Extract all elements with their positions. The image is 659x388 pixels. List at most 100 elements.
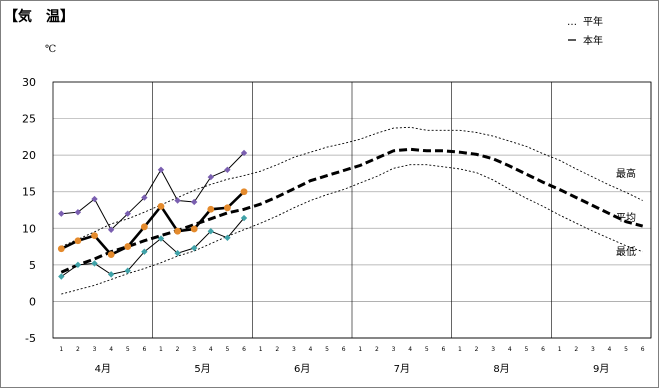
x-tick-label: 4 <box>109 346 113 353</box>
current-max-point <box>107 226 115 233</box>
current-mean-point <box>174 227 181 235</box>
current-min-point <box>74 261 82 269</box>
x-tick-label: 5 <box>325 346 329 353</box>
x-tick-label: 5 <box>525 346 529 353</box>
current-min-point <box>141 248 148 255</box>
legend-current-label: 本年 <box>583 34 603 47</box>
current-mean-point <box>224 204 231 212</box>
x-axis-ticks: 1 2 3 4 5 6 1 2 3 4 5 6 1 2 3 4 5 6 1 2 3 4 5 6 1 2 3 4 5 6 1 2 3 4 5 6 4月 5月… <box>59 346 645 375</box>
x-tick-label: 4 <box>608 346 612 353</box>
current-max-point <box>58 210 65 217</box>
month-label: 4月 <box>95 363 111 375</box>
current-mean-point <box>57 245 65 253</box>
x-tick-label: 3 <box>591 346 595 353</box>
current-min-point <box>174 249 181 257</box>
x-tick-label: 2 <box>275 346 279 353</box>
markers <box>57 149 248 280</box>
current-max-line <box>61 152 245 231</box>
x-tick-label: 5 <box>425 346 429 353</box>
normal-mean-line <box>60 147 644 274</box>
annotation-min: 最低 <box>616 245 636 258</box>
x-tick-label: 2 <box>475 346 479 353</box>
month-label: 6月 <box>294 363 310 375</box>
current-mean-point <box>157 202 165 210</box>
y-axis-ticks: -5 0 5 10 15 20 25 30 <box>22 76 36 345</box>
x-tick-label: 1 <box>458 346 462 353</box>
x-tick-label: 2 <box>574 346 578 353</box>
x-tick-label: 6 <box>242 346 246 353</box>
x-tick-label: 1 <box>558 346 562 353</box>
x-tick-label: 1 <box>358 346 362 353</box>
y-tick-label: 0 <box>29 295 36 308</box>
current-max-point <box>207 173 215 181</box>
y-tick-label: 20 <box>22 149 36 162</box>
y-tick-label: 15 <box>22 186 36 199</box>
x-tick-label: 6 <box>142 346 146 353</box>
x-tick-label: 4 <box>309 346 313 353</box>
month-label: 5月 <box>194 363 210 375</box>
x-tick-label: 2 <box>76 346 80 353</box>
current-mean-point <box>107 251 115 259</box>
current-max-point <box>157 166 165 173</box>
current-mean-point <box>190 225 198 233</box>
current-min-point <box>107 271 115 278</box>
x-tick-label: 6 <box>342 346 346 353</box>
current-max-point <box>74 208 82 216</box>
x-tick-label: 1 <box>259 346 263 353</box>
current-max-point <box>141 194 148 201</box>
x-tick-label: 2 <box>176 346 180 353</box>
month-label: 9月 <box>593 363 609 375</box>
current-mean-point <box>207 205 215 213</box>
x-tick-label: 3 <box>491 346 495 353</box>
chart-title: 【気 温】 <box>4 8 74 25</box>
month-label: 7月 <box>394 363 410 375</box>
current-min-point <box>207 228 215 235</box>
legend-dotted-symbol: … <box>567 17 577 28</box>
current-max-point <box>174 197 181 204</box>
legend-normal-label: 平年 <box>583 15 603 28</box>
current-mean-point <box>91 232 98 240</box>
current-min-point <box>91 260 98 267</box>
x-tick-label: 2 <box>375 346 379 353</box>
current-mean-point <box>124 243 132 250</box>
y-tick-label: -5 <box>25 332 36 345</box>
y-tick-label: 5 <box>29 259 36 272</box>
normal-min-line <box>61 164 643 295</box>
annotation-max: 最高 <box>616 167 636 180</box>
current-min-point <box>157 235 165 242</box>
annotation-mean: 平均 <box>616 212 636 224</box>
current-max-point <box>124 210 131 217</box>
x-tick-label: 6 <box>541 346 545 353</box>
current-max-point <box>224 166 231 173</box>
x-tick-label: 1 <box>159 346 163 353</box>
x-tick-label: 6 <box>641 346 645 353</box>
current-max-point <box>240 149 248 157</box>
x-tick-label: 5 <box>624 346 628 353</box>
y-tick-label: 30 <box>22 76 36 89</box>
x-tick-label: 3 <box>292 346 296 353</box>
legend: … 平年 本年 <box>567 15 603 47</box>
x-tick-label: 4 <box>508 346 512 353</box>
current-min-point <box>58 273 65 280</box>
current-max-point <box>91 195 98 203</box>
current-max-point <box>190 198 198 206</box>
x-tick-label: 4 <box>209 346 213 353</box>
current-mean-point <box>240 188 248 196</box>
y-axis-unit: ℃ <box>45 44 56 55</box>
y-tick-label: 25 <box>22 113 36 126</box>
current-min-point <box>190 244 198 252</box>
x-tick-label: 3 <box>392 346 396 353</box>
x-tick-label: 6 <box>441 346 445 353</box>
y-tick-label: 10 <box>22 222 36 235</box>
x-tick-label: 3 <box>93 346 97 353</box>
grid <box>52 81 652 339</box>
current-min-point <box>224 234 231 241</box>
x-tick-label: 5 <box>126 346 130 353</box>
x-tick-label: 1 <box>59 346 63 353</box>
current-mean-point <box>74 237 82 245</box>
x-tick-label: 5 <box>226 346 230 353</box>
month-label: 8月 <box>493 363 509 375</box>
x-tick-label: 4 <box>408 346 412 353</box>
